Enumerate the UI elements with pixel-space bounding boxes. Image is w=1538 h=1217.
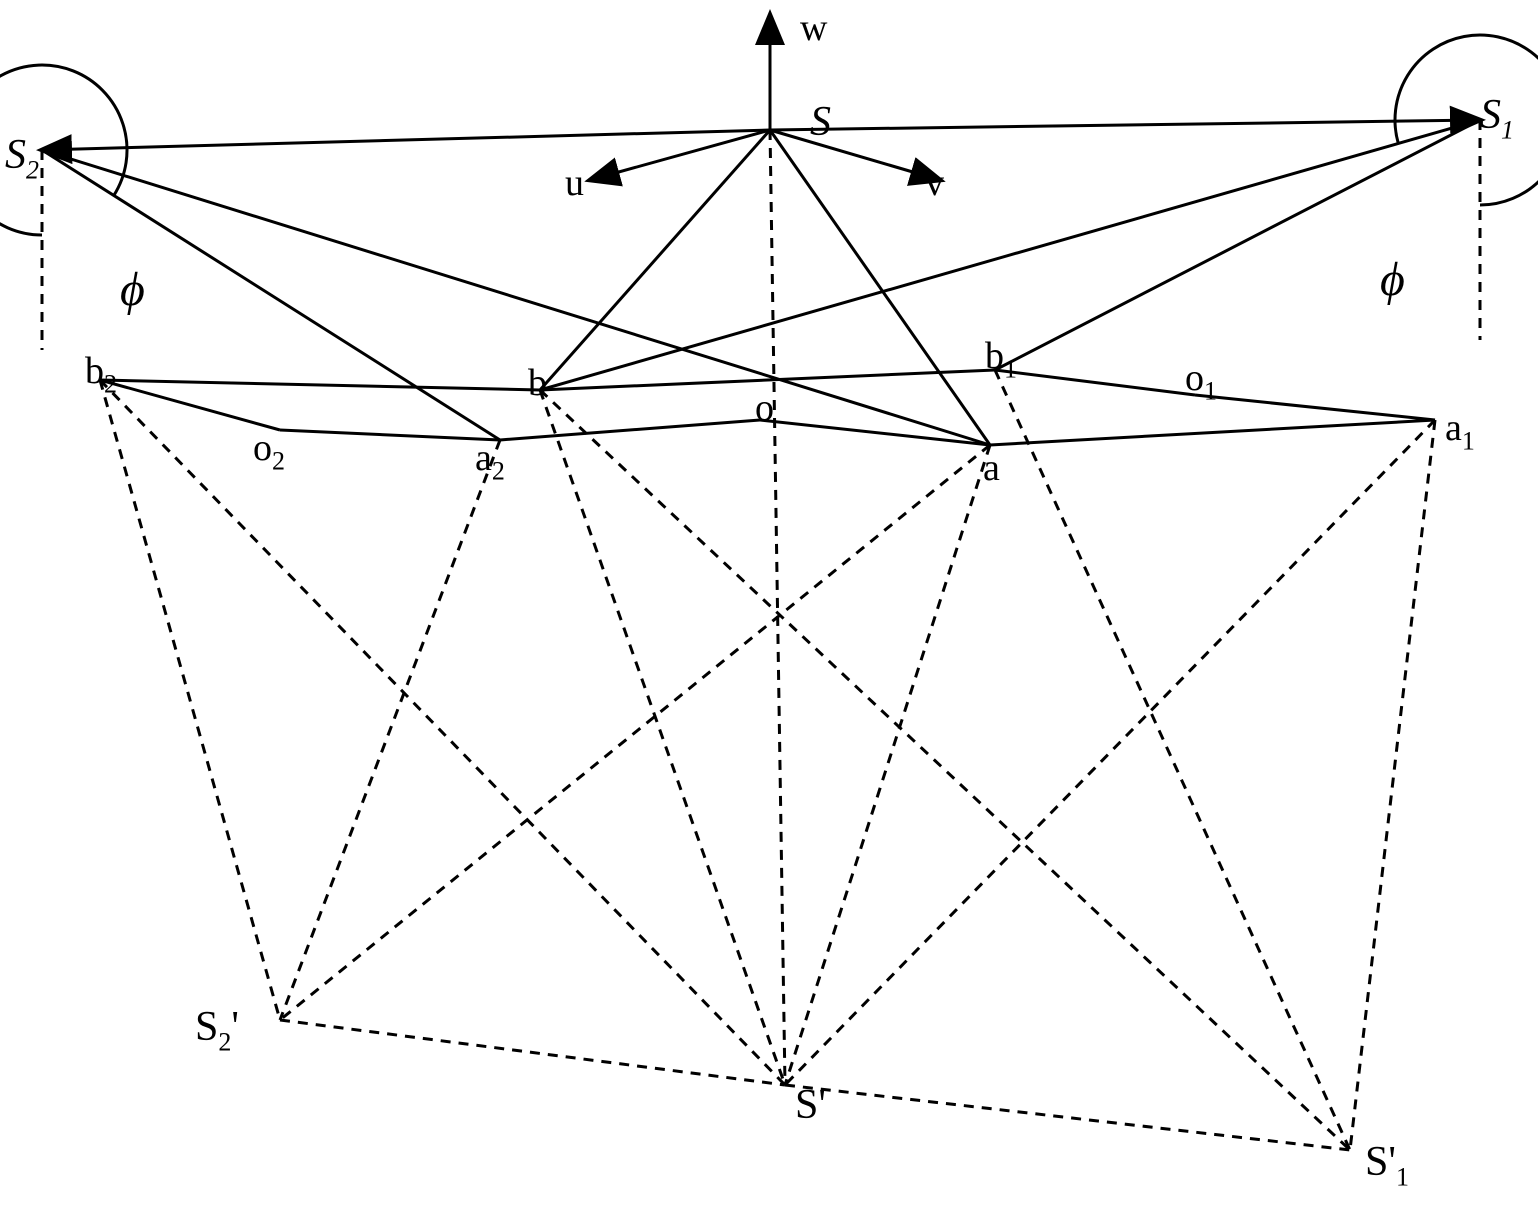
edge xyxy=(42,150,990,445)
edge xyxy=(995,120,1480,370)
edge xyxy=(280,445,990,1020)
edge xyxy=(540,390,1350,1150)
edge xyxy=(785,420,1435,1085)
point-label: ϕ xyxy=(120,263,145,316)
edge xyxy=(100,380,280,1020)
edge xyxy=(42,130,770,150)
edge xyxy=(280,440,500,1020)
edge xyxy=(770,130,785,1085)
edge xyxy=(590,130,770,180)
point-label: S1 xyxy=(1480,92,1514,145)
point-label: o xyxy=(755,387,774,429)
point-label: u xyxy=(565,162,584,204)
edge xyxy=(770,130,990,445)
edge xyxy=(995,370,1195,395)
point-label: S2 xyxy=(5,132,39,185)
edge xyxy=(100,380,785,1085)
edge xyxy=(540,390,785,1085)
point-label: v xyxy=(925,162,944,204)
point-label: S'1 xyxy=(1365,1139,1409,1192)
edge xyxy=(540,120,1480,390)
edge xyxy=(770,120,1480,130)
edge xyxy=(100,380,280,430)
point-label: w xyxy=(800,7,828,49)
point-label: a2 xyxy=(475,437,505,486)
point-label: b1 xyxy=(985,335,1017,384)
point-label: S2' xyxy=(195,1004,239,1057)
geometry-diagram: wuvSS1S2ϕϕb2bb1o1a1oao2a2S2'S'S'1 xyxy=(0,0,1538,1217)
edge xyxy=(785,445,990,1085)
point-label: o1 xyxy=(1185,357,1217,406)
edge xyxy=(280,430,500,440)
edge xyxy=(1350,420,1435,1150)
edge xyxy=(990,420,1435,445)
edge xyxy=(100,380,540,390)
point-label: b xyxy=(528,362,547,404)
edge xyxy=(760,420,990,445)
edge xyxy=(770,130,940,180)
point-label: a xyxy=(983,447,1000,489)
edge xyxy=(1195,395,1435,420)
edge xyxy=(500,420,760,440)
edge xyxy=(785,1085,1350,1150)
point-label: S xyxy=(810,99,831,145)
edge xyxy=(280,1020,785,1085)
point-label: o2 xyxy=(253,427,285,476)
point-label: b2 xyxy=(85,350,117,399)
point-label: ϕ xyxy=(1380,253,1405,306)
point-label: S' xyxy=(795,1082,826,1128)
point-label: a1 xyxy=(1445,407,1475,456)
edge xyxy=(995,370,1350,1150)
